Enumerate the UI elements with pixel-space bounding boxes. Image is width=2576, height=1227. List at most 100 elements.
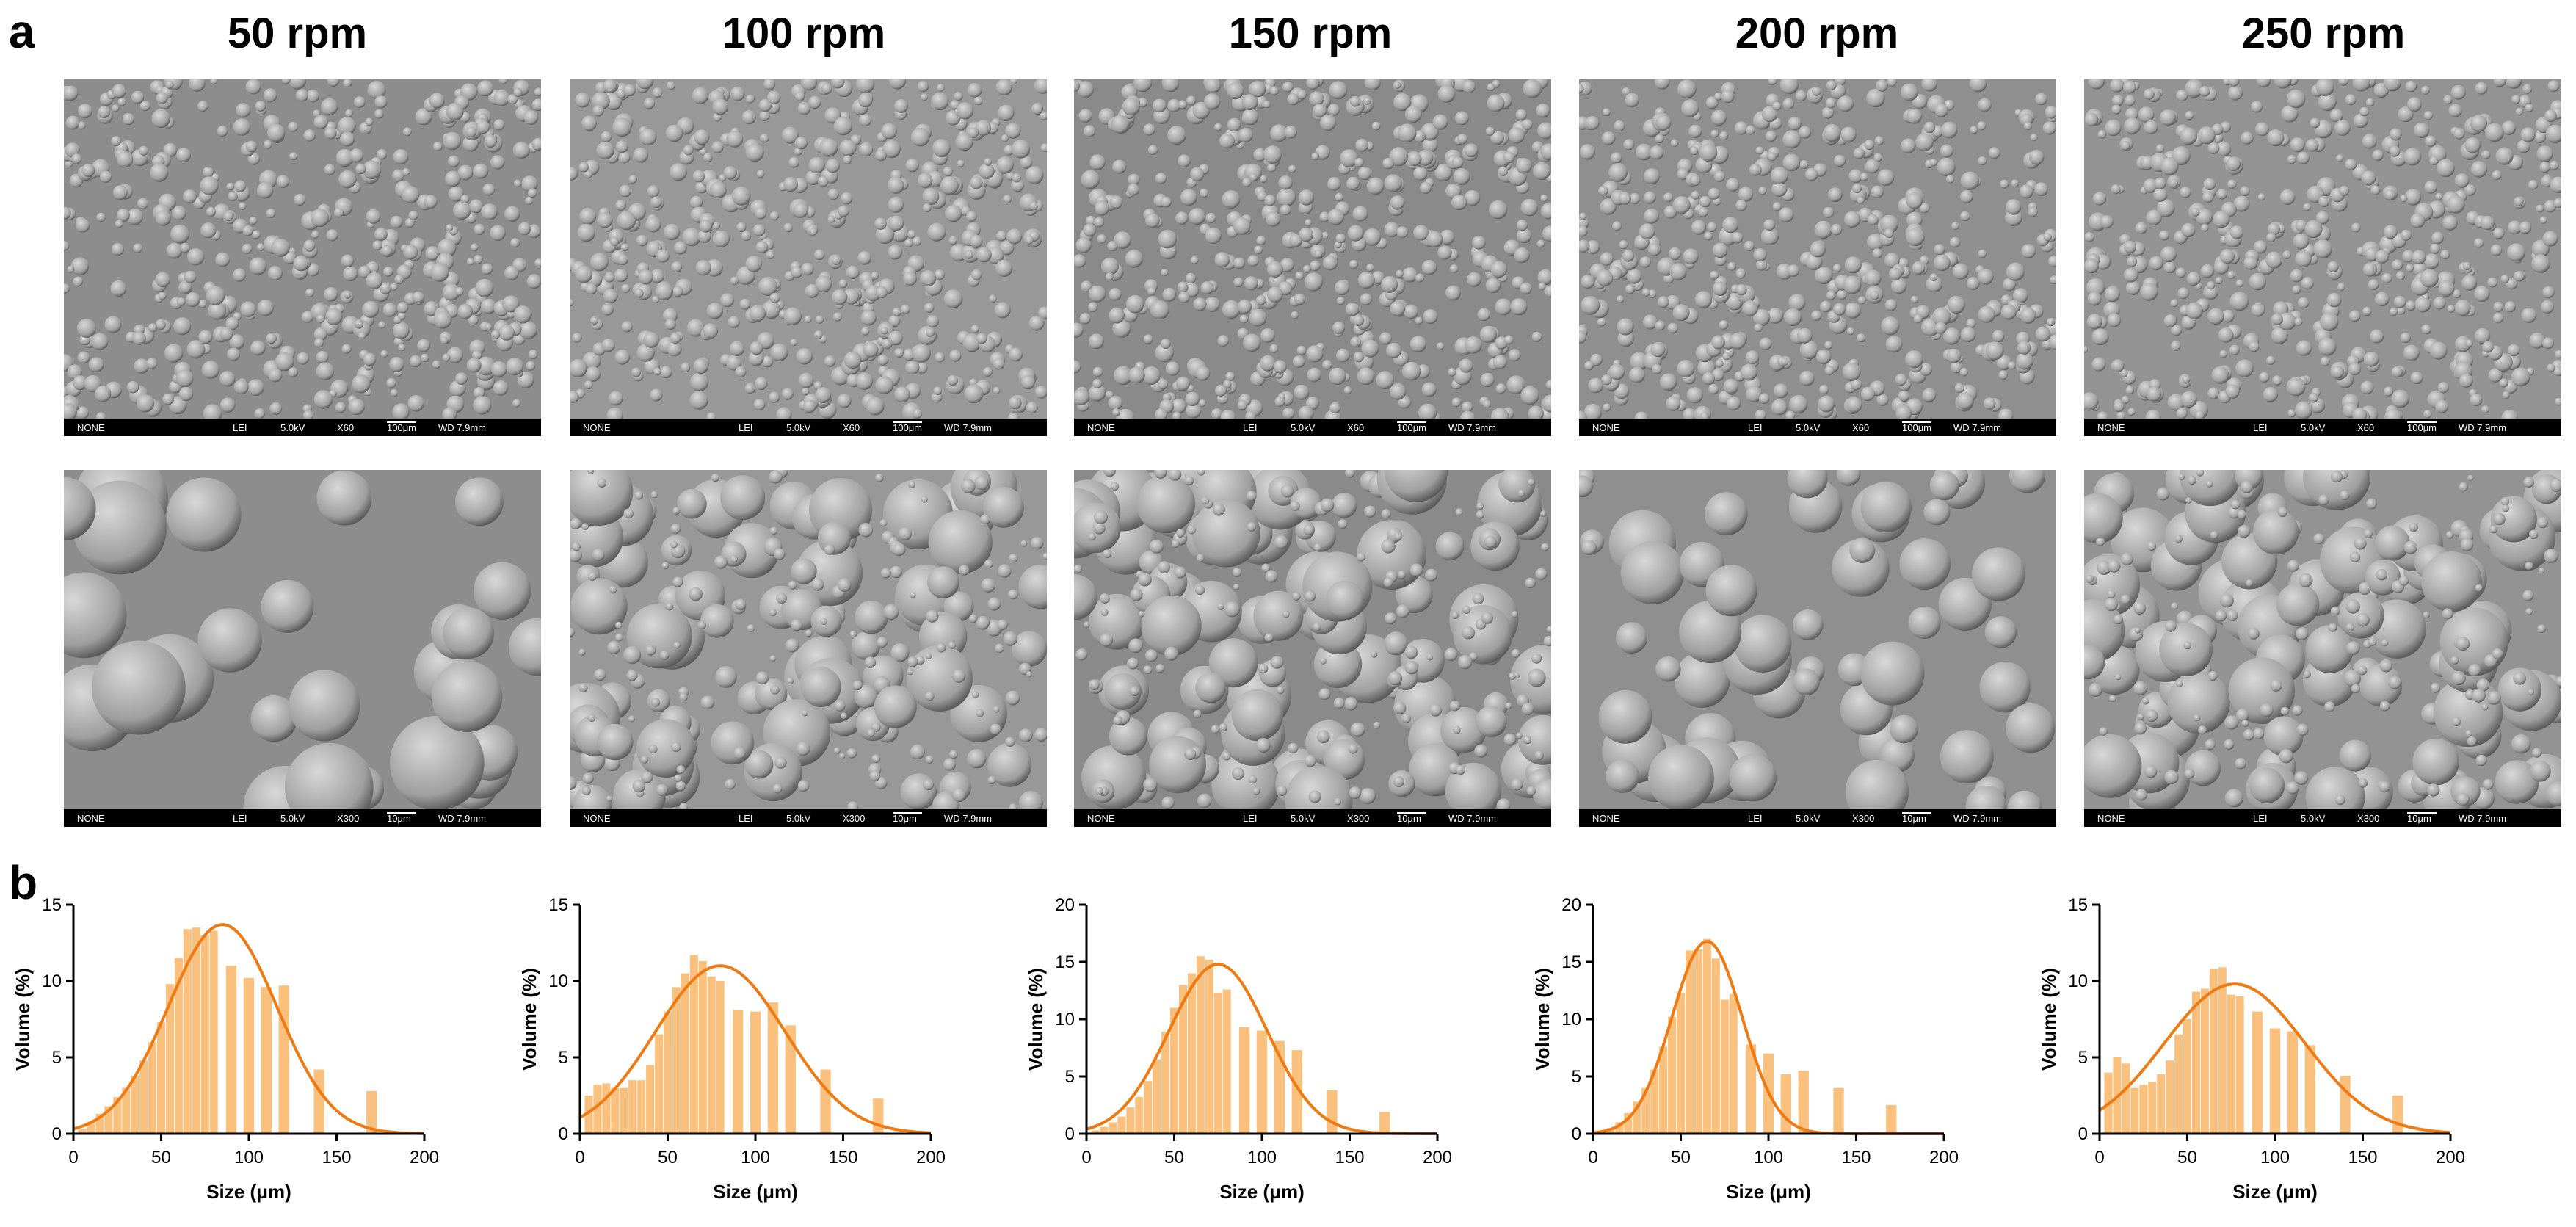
particle (2455, 336, 2471, 352)
particle-small (2459, 482, 2468, 492)
particle-small (2114, 673, 2122, 681)
particle (730, 87, 745, 101)
particle (1712, 281, 1727, 296)
particle (2493, 79, 2507, 87)
particle (1872, 248, 1883, 259)
particle-small (984, 560, 993, 569)
particle (1451, 194, 1467, 211)
particle (846, 265, 860, 279)
particle (1012, 173, 1021, 183)
particle (662, 308, 678, 323)
particle (2470, 161, 2488, 178)
particle-small (1130, 588, 1143, 601)
particle (1288, 164, 1296, 173)
particle-small (770, 685, 780, 695)
particle-small (670, 524, 681, 534)
particle (1037, 306, 1047, 319)
particle (711, 721, 755, 765)
particle (112, 84, 126, 98)
particle (1864, 269, 1882, 287)
particle (1219, 133, 1235, 149)
particle (2097, 130, 2107, 139)
particle-small (1393, 776, 1404, 788)
particle (703, 153, 713, 162)
particle (71, 153, 82, 164)
particle (1357, 272, 1375, 289)
particle (1161, 196, 1172, 208)
particle (1026, 402, 1038, 414)
particle (1966, 319, 1976, 329)
particle (2423, 111, 2434, 120)
particle (1602, 108, 1611, 117)
particle (340, 131, 355, 147)
particle (512, 142, 530, 159)
particle (1417, 149, 1434, 166)
particle (343, 266, 358, 282)
particle (1950, 361, 1963, 374)
particle (905, 360, 920, 375)
histogram-bar (1256, 1030, 1268, 1134)
particle-small (796, 741, 810, 756)
particle (2176, 89, 2188, 102)
particle (316, 470, 372, 526)
particle-small (1338, 519, 1348, 529)
particle (1683, 408, 1697, 419)
particle (888, 197, 904, 213)
particle (1584, 361, 1594, 371)
particle (417, 339, 430, 352)
sem-info-bar: NONE LEI 5.0kV X60 100μm WD 7.9mm (570, 419, 1047, 436)
particle (167, 477, 242, 552)
particle (2290, 137, 2305, 153)
particle (1815, 349, 1832, 365)
particle-small (2183, 641, 2192, 650)
particle (2292, 285, 2301, 294)
particle (1705, 565, 1757, 617)
particle (378, 321, 386, 329)
sem-scale-label: 100μm (1902, 421, 1932, 433)
particle (755, 377, 768, 390)
particle-small (2476, 678, 2490, 692)
particle (2250, 101, 2263, 113)
particle (2359, 106, 2370, 117)
particle-small (2133, 681, 2148, 695)
particle (531, 98, 541, 112)
particle (2185, 302, 2203, 319)
particle (788, 156, 800, 168)
histogram-bar (2227, 994, 2235, 1134)
particle (2488, 368, 2503, 383)
particle (112, 185, 128, 200)
particle-small (2141, 697, 2149, 705)
particle (1826, 80, 1837, 91)
particle (970, 234, 983, 248)
particle-small (609, 586, 617, 594)
particle (1031, 103, 1043, 115)
particle (711, 141, 724, 153)
particle-small (670, 742, 681, 753)
particle-small (2450, 656, 2459, 665)
sem-texture (1074, 470, 1551, 809)
particle (206, 286, 225, 305)
particle (1746, 125, 1755, 135)
histogram-bar (1238, 1027, 1250, 1134)
particle-small (1103, 470, 1116, 477)
particle (584, 170, 592, 179)
particle (1923, 499, 1951, 526)
particle-small (1276, 686, 1285, 695)
particle-small (2482, 778, 2494, 790)
particle (476, 120, 490, 134)
particle (1223, 380, 1232, 389)
particle (2296, 340, 2312, 356)
particle (2421, 324, 2431, 335)
particle-small (1217, 603, 1224, 610)
particle (2228, 657, 2296, 724)
particle (1843, 211, 1861, 228)
particle (353, 96, 366, 108)
particle (1393, 93, 1412, 112)
particle (1900, 83, 1918, 101)
particle (327, 79, 340, 87)
particle (1289, 234, 1302, 247)
sem-magnification: X60 (2357, 421, 2375, 433)
particle-small (661, 562, 670, 570)
sem-voltage: 5.0kV (1796, 421, 1821, 433)
particle (1085, 215, 1097, 227)
